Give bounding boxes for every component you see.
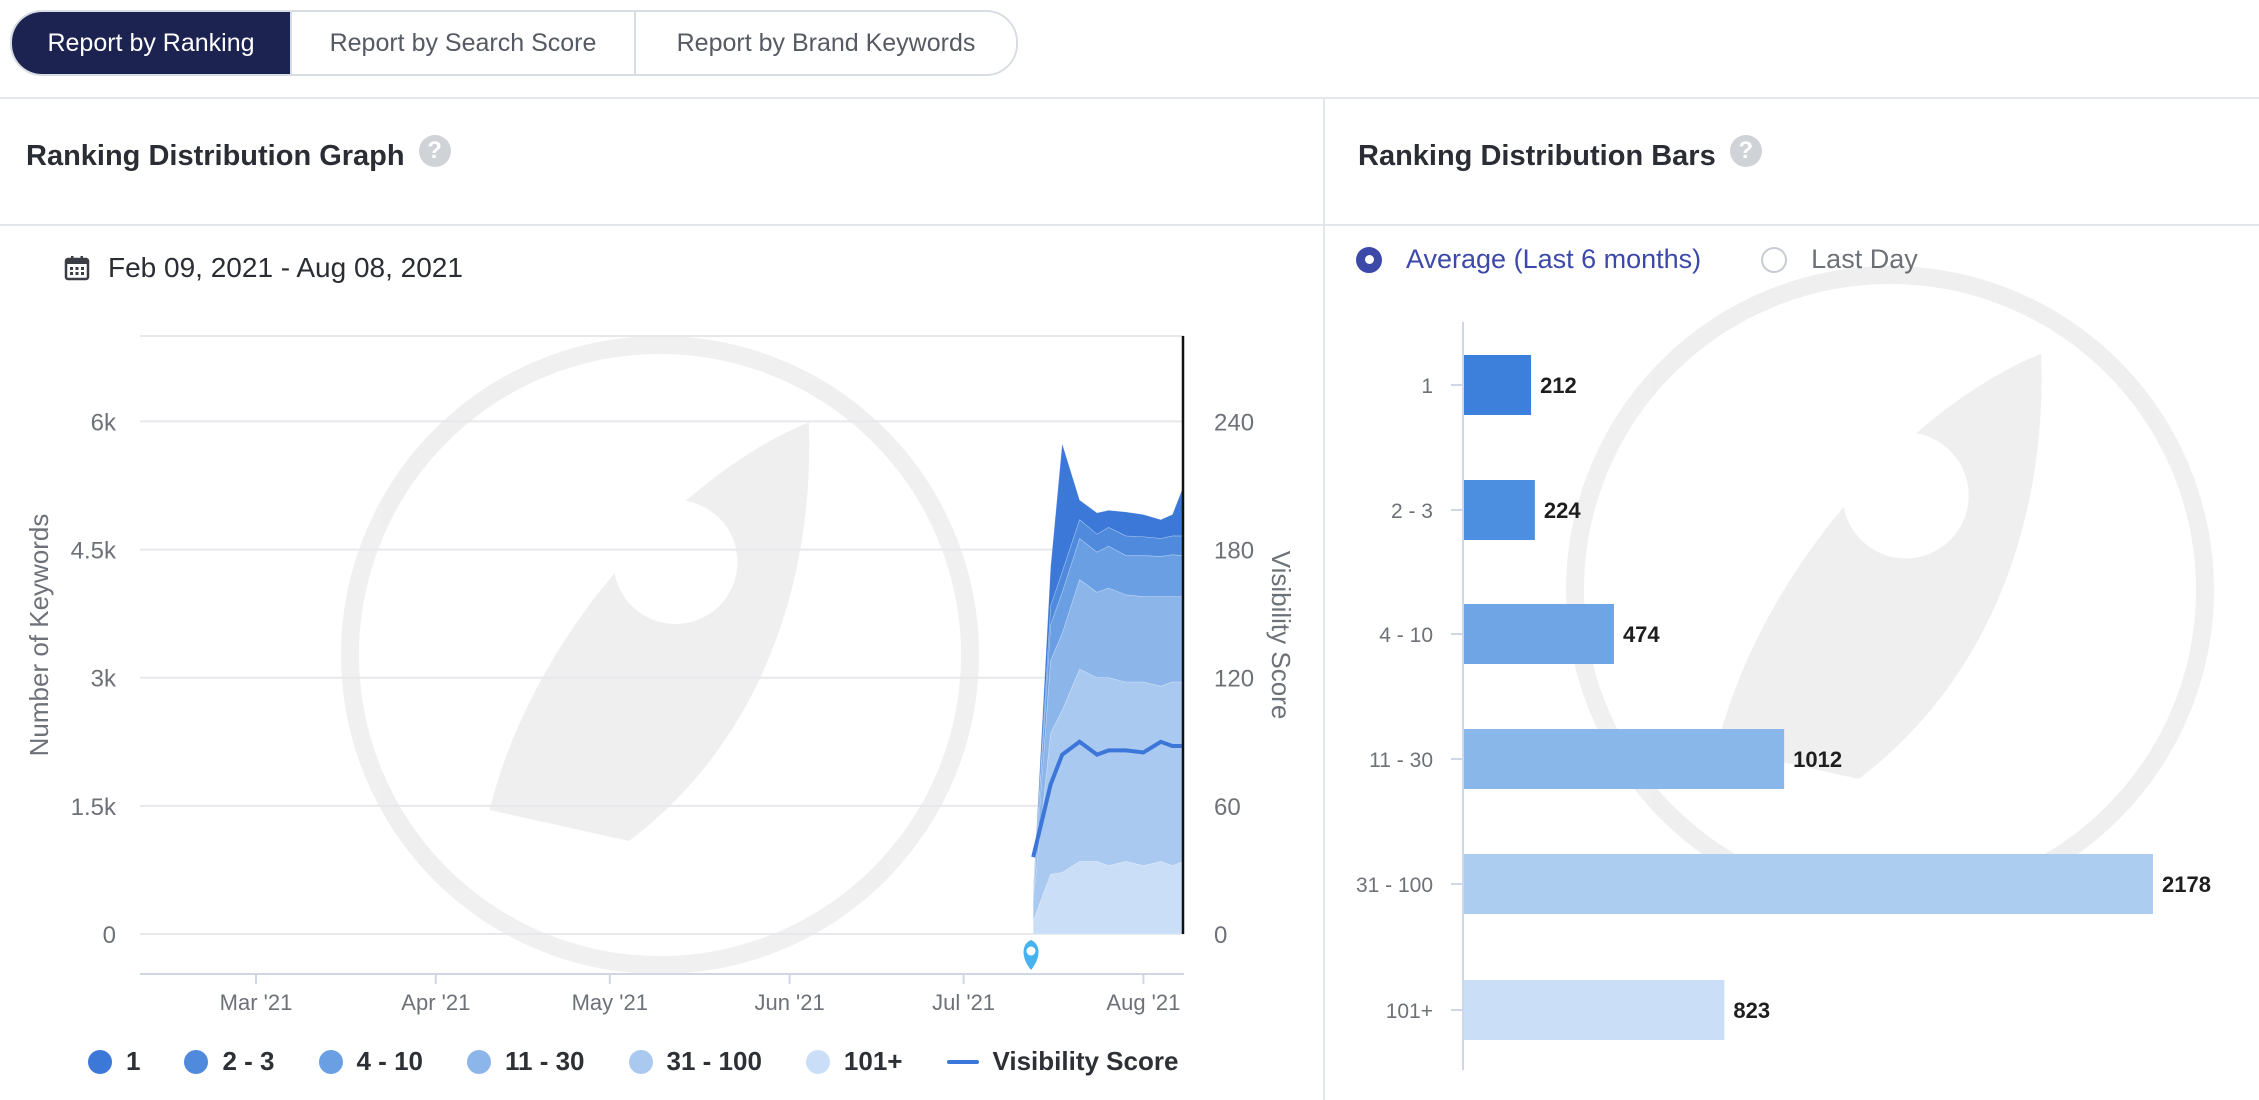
help-icon[interactable]: ? — [418, 134, 451, 167]
report-tabs: Report by Ranking Report by Search Score… — [10, 10, 1018, 76]
bar-category-label: 1 — [1421, 375, 1433, 398]
legend-label: Visibility Score — [992, 1046, 1179, 1076]
y2-axis-title: Visibility Score — [1266, 551, 1296, 720]
bar-value-label: 1012 — [1793, 747, 1842, 772]
legend-item-101-plus[interactable]: 101+ — [805, 1046, 903, 1077]
bar-value-label: 2178 — [2162, 872, 2211, 897]
watermark-rocket-body — [489, 422, 810, 841]
watermark-ring — [341, 336, 979, 974]
radio-selected-icon[interactable] — [1356, 246, 1382, 273]
bar-category-label: 11 - 30 — [1369, 749, 1433, 772]
y-tick-label: 1.5k — [71, 794, 117, 821]
legend-dot-icon — [88, 1049, 112, 1074]
y2-tick-label: 0 — [1214, 922, 1227, 949]
y-tick-label: 0 — [103, 922, 116, 949]
legend-dot-icon — [805, 1049, 830, 1074]
rocket-watermark-icon — [1566, 266, 2214, 914]
bar-value-label: 212 — [1540, 373, 1577, 398]
bar-value-label: 224 — [1544, 498, 1581, 523]
tab-report-by-search-score[interactable]: Report by Search Score — [290, 12, 634, 74]
bar-category-label: 101+ — [1386, 1000, 1433, 1023]
bar-category-label: 4 - 10 — [1379, 624, 1433, 647]
ranking-graph-title: Ranking Distribution Graph ? — [26, 134, 451, 173]
bar-31-100 — [1464, 854, 2153, 914]
bar-category-label: 31 - 100 — [1356, 874, 1433, 897]
x-tick-label: Mar '21 — [220, 990, 293, 1015]
x-tick-label: Jul '21 — [932, 990, 995, 1015]
y-axis-title: Number of Keywords — [24, 514, 54, 757]
y2-tick-label: 120 — [1214, 666, 1254, 693]
tab-report-by-brand-keywords[interactable]: Report by Brand Keywords — [634, 12, 1016, 74]
bar-4-10 — [1464, 604, 1614, 664]
ranking-graph-title-text: Ranking Distribution Graph — [26, 140, 405, 172]
help-icon[interactable]: ? — [1729, 134, 1762, 167]
legend-item-visibility-score[interactable]: Visibility Score — [946, 1046, 1179, 1077]
date-range[interactable]: Feb 09, 2021 - Aug 08, 2021 — [64, 252, 463, 284]
bar-101- — [1464, 980, 1725, 1040]
watermark-rocket-window — [613, 500, 738, 624]
y2-tick-label: 180 — [1214, 538, 1254, 565]
x-tick-label: May '21 — [572, 990, 648, 1015]
panel-vertical-divider — [1323, 98, 1325, 1100]
radio-last-day-label: Last Day — [1811, 244, 1918, 274]
y-tick-label: 3k — [91, 666, 117, 693]
period-radio-group: Average (Last 6 months) Last Day — [1356, 244, 1978, 275]
legend-dot-icon — [184, 1049, 209, 1074]
y2-tick-label: 60 — [1214, 794, 1241, 821]
legend-label: 4 - 10 — [356, 1046, 424, 1076]
watermark-rocket-window — [1842, 432, 1969, 559]
x-tick-label: Jun '21 — [754, 990, 824, 1015]
legend-label: 2 - 3 — [222, 1046, 275, 1076]
ranking-distribution-bars: 1 212 2 - 3 224 4 - 10 474 11 - 30 1012 31 - 100… — [1356, 322, 2211, 1070]
ranking-distribution-graph: 0 1.5k 3k 4.5k 6k 0 60 120 180 240 Number of Keywo… — [24, 335, 1296, 1015]
legend-dot-icon — [628, 1049, 653, 1074]
bar-category-label: 2 - 3 — [1391, 500, 1433, 523]
x-tick-label: Apr '21 — [401, 990, 470, 1015]
tab-report-by-ranking[interactable]: Report by Ranking — [12, 12, 290, 74]
bar-value-label: 823 — [1733, 998, 1770, 1023]
legend-label: 1 — [126, 1046, 141, 1076]
radio-unselected-icon[interactable] — [1761, 246, 1788, 273]
y-tick-label: 6k — [91, 409, 117, 436]
radio-average-label: Average (Last 6 months) — [1406, 244, 1702, 274]
radio-average-last-6-months[interactable]: Average (Last 6 months) — [1356, 244, 1701, 275]
legend-item-4-10[interactable]: 4 - 10 — [318, 1046, 424, 1077]
rocket-watermark-icon — [341, 336, 979, 974]
bar-value-label: 474 — [1623, 622, 1660, 647]
visibility-score-line — [1031, 739, 1184, 858]
legend-item-1[interactable]: 1 — [88, 1046, 140, 1077]
x-tick-label: Aug '21 — [1106, 990, 1180, 1015]
legend-item-31-100[interactable]: 31 - 100 — [628, 1046, 762, 1077]
legend-label: 11 - 30 — [505, 1046, 585, 1076]
bar-11-30 — [1464, 729, 1785, 789]
map-pin-icon — [1023, 940, 1039, 970]
y-tick-label: 4.5k — [71, 538, 117, 565]
legend-item-2-3[interactable]: 2 - 3 — [184, 1046, 275, 1077]
legend-label: 101+ — [843, 1046, 903, 1076]
radio-last-day[interactable]: Last Day — [1761, 244, 1918, 275]
tabs-divider — [0, 97, 2259, 99]
legend-line-icon — [946, 1059, 979, 1064]
pin-hole — [1026, 946, 1036, 956]
bar-2-3 — [1464, 480, 1535, 540]
bar-1 — [1464, 355, 1532, 415]
ranking-bars-title-text: Ranking Distribution Bars — [1358, 140, 1716, 172]
legend-label: 31 - 100 — [666, 1046, 762, 1076]
y2-tick-label: 240 — [1214, 409, 1254, 436]
legend-dot-icon — [318, 1049, 343, 1074]
calendar-icon — [64, 256, 90, 281]
panel-header-divider — [0, 224, 2259, 226]
date-range-text: Feb 09, 2021 - Aug 08, 2021 — [108, 252, 463, 283]
legend-dot-icon — [467, 1049, 491, 1074]
chart-legend: 1 2 - 3 4 - 10 11 - 30 31 - 100 101+ Vis… — [88, 1046, 1222, 1077]
legend-item-11-30[interactable]: 11 - 30 — [467, 1046, 585, 1077]
ranking-bars-title: Ranking Distribution Bars ? — [1358, 134, 1762, 173]
watermark-rocket-body — [1716, 353, 2042, 779]
